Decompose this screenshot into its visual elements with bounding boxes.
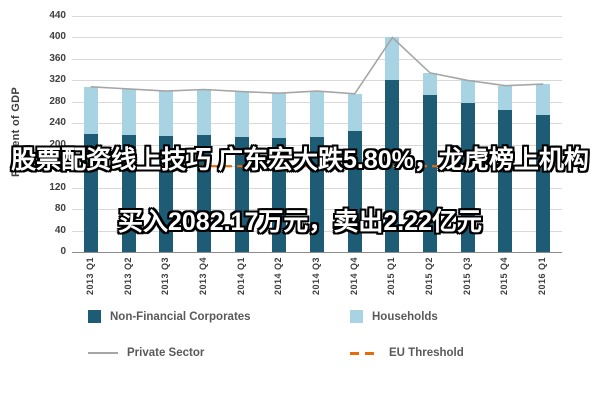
- overlay-text: 股票配资线上技巧 广东宏大跌5.80%，龙虎榜上机构 买入2082.17万元，卖…: [0, 146, 600, 237]
- bar-segment-households: [234, 91, 249, 137]
- legend: Non-Financial Corporates Households Privat…: [88, 310, 528, 359]
- y-gridline: [72, 252, 562, 253]
- bar-segment-nonfinancial-corporates: [83, 134, 98, 252]
- x-tick-label: 2014 Q2: [273, 257, 284, 296]
- overlay-line1: 股票配资线上技巧 广东宏大跌5.80%，龙虎榜上机构: [11, 146, 589, 174]
- legend-swatch-square: [88, 310, 101, 323]
- x-tick-label: 2015 Q3: [461, 257, 472, 296]
- private-sector-line: [90, 36, 544, 95]
- x-tick-label: 2014 Q3: [311, 257, 321, 296]
- x-tick-label: 2014 Q1: [235, 257, 246, 296]
- y-gridline: [72, 16, 562, 17]
- bar-segment-households: [460, 80, 475, 103]
- legend-label: Non-Financial Corporates: [110, 310, 251, 323]
- bar-segment-households: [121, 88, 136, 136]
- x-tick-label: 2015 Q4: [499, 257, 510, 296]
- legend-swatch-dashed-line: [350, 351, 380, 355]
- y-tick-label: 400: [49, 31, 66, 43]
- bar-segment-nonfinancial-corporates: [196, 135, 211, 252]
- y-tick-label: 360: [49, 52, 66, 64]
- legend-item-non-financial-corporates: Non-Financial Corporates: [88, 310, 350, 323]
- bar-segment-nonfinancial-corporates: [121, 135, 136, 252]
- bar-segment-households: [159, 91, 174, 137]
- bar-segment-households: [347, 93, 362, 132]
- y-tick-label: 440: [49, 10, 66, 21]
- legend-label: Households: [372, 310, 438, 323]
- x-tick-label: 2015 Q1: [386, 257, 397, 296]
- overlay-line2: 买入2082.17万元，卖出2.22亿元: [117, 208, 483, 236]
- y-gridline: [72, 58, 562, 60]
- plot-area: [68, 16, 564, 253]
- bar-segment-households: [272, 93, 287, 138]
- x-tick-label: 2013 Q4: [197, 257, 208, 296]
- bar-segment-households: [498, 85, 513, 111]
- legend-item-households: Households: [350, 310, 528, 323]
- y-tick-label: 0: [60, 246, 66, 257]
- bar-segment-nonfinancial-corporates: [385, 80, 400, 252]
- bar-segment-households: [423, 72, 438, 96]
- bar-segment-nonfinancial-corporates: [460, 102, 475, 252]
- x-tick-label: 2015 Q2: [424, 257, 435, 296]
- x-tick-label: 2013 Q3: [160, 257, 171, 296]
- y-tick-label: 160: [49, 160, 66, 172]
- y-tick-label: 80: [54, 203, 66, 215]
- x-tick-label: 2016 Q1: [537, 257, 548, 296]
- legend-item-eu-threshold: EU Threshold: [350, 347, 528, 359]
- x-tick-label: 2013 Q1: [84, 257, 95, 296]
- legend-label: Private Sector: [127, 347, 205, 359]
- y-gridline: [72, 80, 562, 82]
- x-tick-label: 2013 Q2: [122, 257, 133, 296]
- bar-segment-nonfinancial-corporates: [498, 110, 513, 252]
- bar-segment-nonfinancial-corporates: [423, 95, 438, 252]
- legend-swatch-square: [350, 310, 363, 323]
- bar-segment-nonfinancial-corporates: [536, 115, 551, 252]
- legend-swatch-line: [88, 352, 118, 354]
- legend-item-private-sector: Private Sector: [88, 347, 350, 359]
- bar-segment-households: [385, 37, 400, 81]
- y-tick-label: 200: [49, 138, 66, 150]
- bar-segment-households: [310, 91, 324, 137]
- bar-segment-nonfinancial-corporates: [347, 131, 362, 252]
- bar-segment-households: [536, 84, 551, 116]
- legend-label: EU Threshold: [389, 347, 464, 359]
- x-tick-label: 2014 Q4: [348, 257, 359, 296]
- y-tick-label: 320: [49, 74, 66, 86]
- bar-segment-households: [83, 86, 98, 134]
- y-tick-label: 240: [49, 117, 66, 129]
- chart-lines-layer: [68, 36, 564, 168]
- y-tick-label: 280: [49, 95, 66, 107]
- bar-segment-households: [196, 89, 211, 136]
- y-tick-label: 120: [49, 181, 66, 193]
- y-tick-label: 40: [54, 224, 66, 236]
- y-gridline: [72, 37, 562, 39]
